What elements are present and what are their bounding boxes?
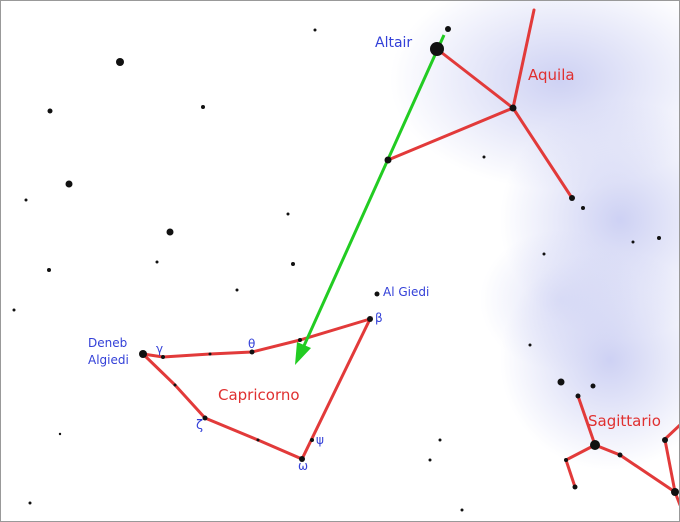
star-label: ψ [316,433,324,447]
star-label: β [375,311,383,325]
star-label: ζ [196,418,203,433]
star-label: ω [298,459,308,473]
constellation-label: Capricorno [218,386,300,404]
constellation-label: Aquila [528,66,575,84]
stars [12,26,679,512]
star-label: Altair [375,35,412,51]
star-label: θ [248,337,255,351]
star-label: Algiedi [88,353,129,367]
motion-arrow [295,34,446,365]
constellation-label: Sagittario [588,412,661,430]
milky-way [390,0,680,470]
labels: Altair Aquila Al Giedi β Deneb Algiedi γ… [88,35,661,473]
constellation-lines [141,8,680,507]
star-label: Al Giedi [383,285,429,299]
star-label: γ [156,342,163,356]
star-label: Deneb [88,336,127,350]
